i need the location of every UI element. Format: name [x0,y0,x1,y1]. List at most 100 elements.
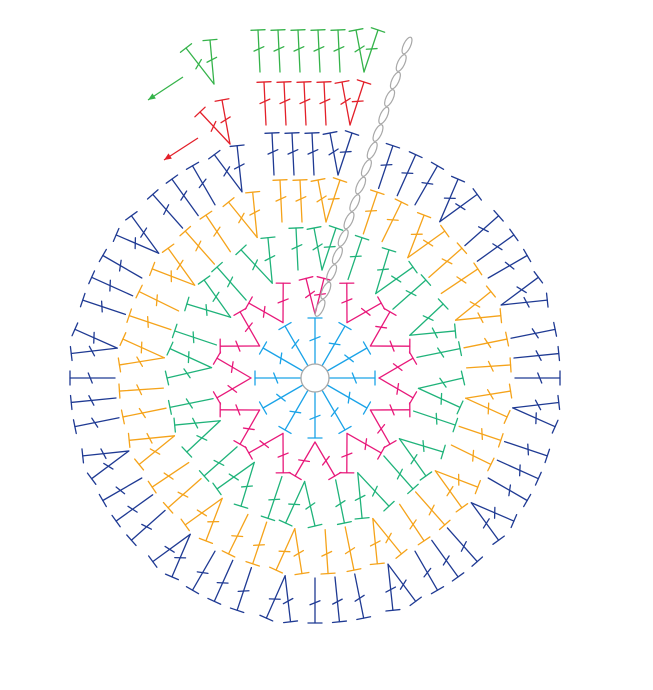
stitch-post [324,529,329,575]
stitch-top-bar [284,132,300,134]
double-crochet-stitch [125,211,160,254]
stitch-top-bar [212,391,222,405]
stitch-post [512,401,560,409]
double-crochet-stitch [166,341,213,369]
stitch-yarn-over [140,227,148,238]
stitch-yarn-over [220,116,231,124]
stitch-top-bar [180,518,190,532]
double-crochet-stitch [464,209,504,247]
double-crochet-stitch [320,529,336,575]
double-crochet-stitch [149,261,196,286]
double-crochet-stitch [321,321,352,367]
stitch-top-bar [244,446,253,460]
stitch-top-bar [310,29,326,31]
stitch-top-bar [278,425,292,435]
stitch-top-bar [381,247,397,253]
stitch-yarn-over [180,190,188,201]
stitch-post [295,227,299,271]
double-crochet-stitch [98,477,143,508]
stitch-post [503,440,548,457]
stitch-post [398,503,425,542]
stitch-post [414,491,446,526]
stitch-post [347,237,363,281]
stitch-top-bar [510,513,518,529]
stitch-yarn-over [435,412,438,425]
stitch-top-bar [557,345,561,362]
stitch-yarn-over [146,432,153,444]
stitch-top-bar [354,517,370,520]
chain-stitch [337,229,349,247]
double-crochet-stitch [112,227,160,254]
stitch-yarn-over [88,395,95,406]
stitch-post [454,290,492,321]
double-crochet-stitch [173,417,221,433]
double-crochet-stitch [126,308,172,331]
stitch-post [496,459,539,480]
stitch-yarn-over [309,336,321,342]
stitch-post [487,254,528,279]
stitch-post [115,494,154,522]
double-crochet-stitch [221,513,249,558]
stitch-post [323,81,327,126]
stitch-yarn-over [431,327,438,339]
stitch-yarn-over [307,149,319,155]
double-crochet-stitch [357,472,395,512]
double-crochet-stitch [416,341,463,358]
stitch-post [303,480,316,527]
stitch-post [349,81,365,126]
stitch-top-bar [282,620,299,624]
stitch-post [102,477,143,502]
stitch-top-bar [69,345,73,362]
stitch-post [439,193,478,223]
double-crochet-stitch [369,517,385,566]
stitch-post [191,550,216,591]
stitch-top-bar [148,555,158,568]
double-crochet-stitch [117,356,165,373]
stitch-post [239,311,261,347]
stitch-post [265,575,286,619]
double-crochet-stitch [198,497,223,544]
stitch-top-bar [332,177,348,183]
stitch-post [297,29,301,73]
stitch-post [409,303,444,336]
stitch-post [184,497,223,526]
stitch-top-bar [505,331,510,347]
double-crochet-stitch [354,472,370,520]
double-crochet-stitch [275,282,291,324]
double-crochet-stitch [321,389,352,435]
stitch-yarn-over [396,382,400,395]
double-crochet-stitch [398,503,431,546]
stitch-post [240,461,255,507]
double-crochet-stitch [208,149,243,193]
stitch-yarn-over [332,598,343,605]
stitch-post [186,303,232,318]
stitch-post [464,215,500,247]
stitch-top-bar [197,275,211,285]
stitch-top-bar [523,248,532,263]
stitch-yarn-over [477,226,489,233]
stitch-top-bar [185,161,200,170]
stitch-post [216,461,255,490]
stitch-post [326,347,368,372]
double-crochet-stitch [165,174,199,217]
stitch-post [417,387,461,409]
stitch-yarn-over [230,361,234,374]
stitch-post [321,325,346,367]
stitch-post [169,347,213,369]
double-crochet-stitch [290,29,306,73]
stitch-post [446,527,478,563]
stitch-post [267,237,273,284]
stitch-top-bar [487,457,495,472]
stitch-top-bar [362,401,372,415]
stitch-yarn-over [244,322,253,333]
double-crochet-stitch [510,321,558,339]
double-crochet-stitch [181,420,221,458]
stitch-post [381,201,403,243]
double-crochet-stitch [307,317,323,365]
stitch-top-bar [369,562,385,566]
double-crochet-stitch [344,526,362,573]
stitch-yarn-over [146,315,149,328]
stitch-top-bar [492,535,505,545]
stitch-top-bar [420,274,432,286]
stitch-yarn-over [440,392,443,405]
